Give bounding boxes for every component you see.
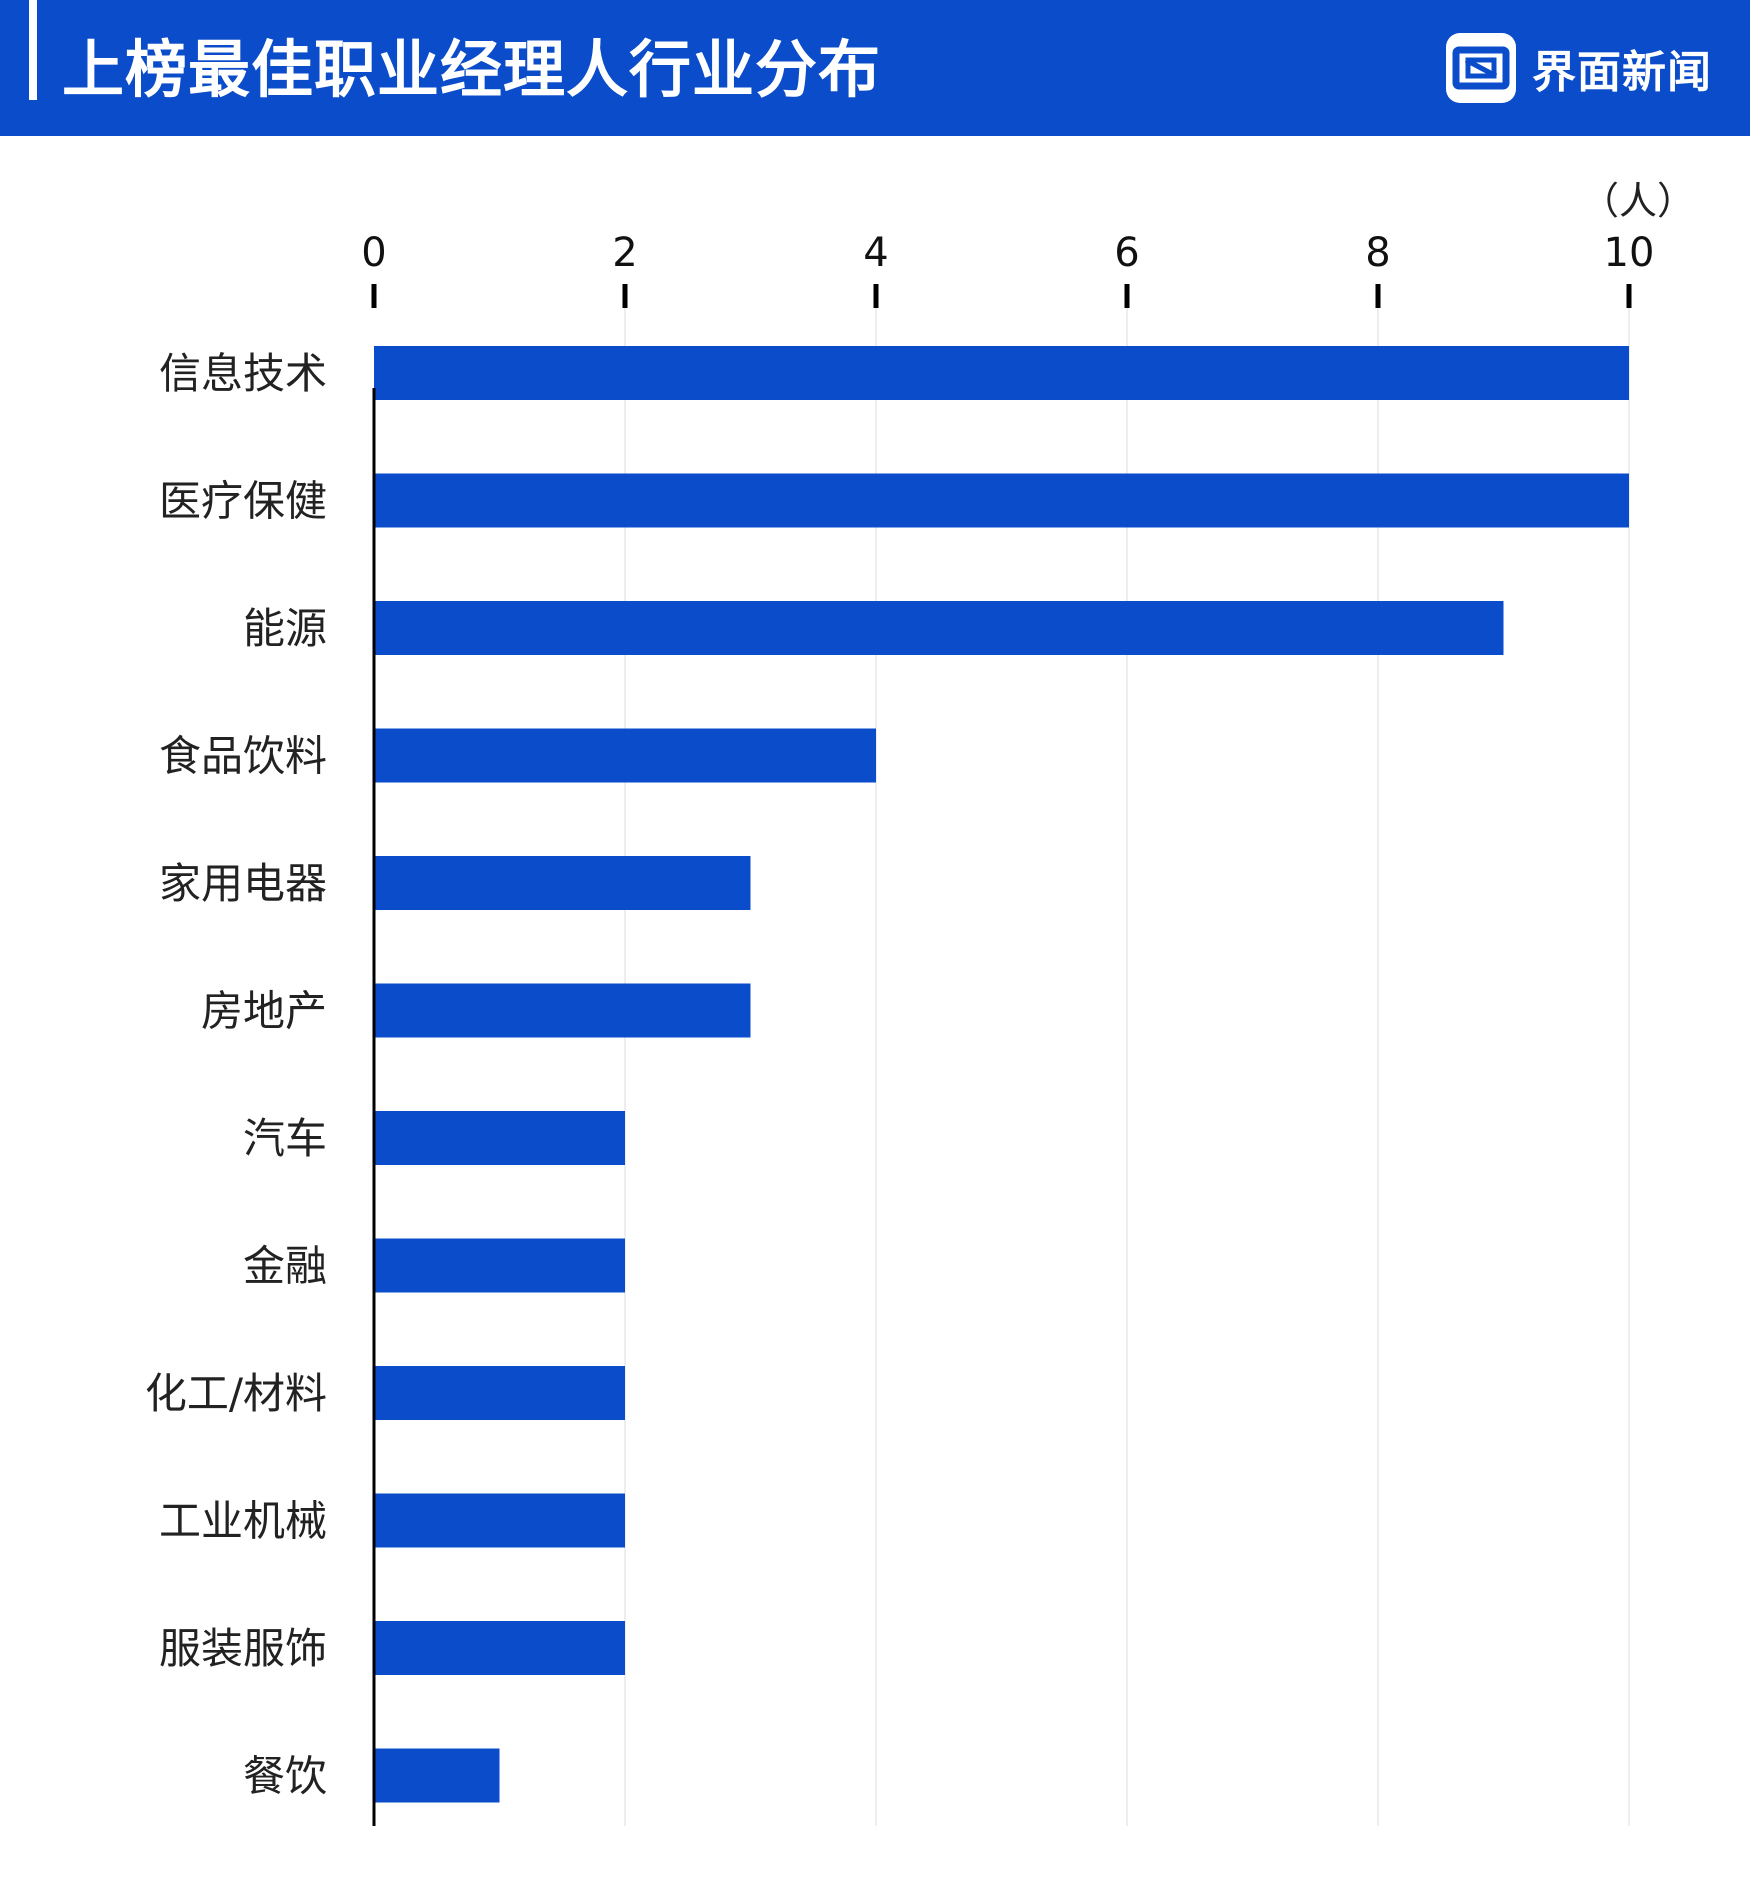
bar <box>374 1366 625 1420</box>
grid-lines <box>624 286 1630 1826</box>
category-label: 服装服饰 <box>159 1624 327 1673</box>
bar <box>374 1493 625 1548</box>
category-label: 家用电器 <box>159 859 327 908</box>
header-accent-bar <box>29 0 37 100</box>
bar <box>374 1748 500 1803</box>
brand: 界面新闻 <box>1446 32 1712 104</box>
category-label: 汽车 <box>243 1114 327 1163</box>
category-label: 食品饮料 <box>159 732 327 781</box>
category-label: 金融 <box>243 1242 327 1291</box>
bar <box>374 856 751 910</box>
category-label: 化工/材料 <box>145 1369 327 1418</box>
category-label: 工业机械 <box>159 1497 327 1546</box>
category-label: 信息技术 <box>159 349 327 398</box>
bar-chart-svg: 0 2 4 6 8 10 信息技术医疗保健能源食品饮料家用电器房地产汽车金融化工/材料工业… <box>145 179 1695 1826</box>
category-label: 能源 <box>243 604 327 653</box>
category-label: 房地产 <box>201 987 327 1036</box>
category-label: 餐饮 <box>243 1752 327 1801</box>
bar <box>374 1238 625 1293</box>
brand-logo-icon <box>1446 33 1516 103</box>
bar <box>374 728 876 783</box>
x-tick-label: 10 <box>1604 230 1655 276</box>
x-tick-label: 4 <box>863 230 888 276</box>
bar <box>374 601 1504 655</box>
bar <box>374 346 1629 400</box>
brand-name: 界面新闻 <box>1532 47 1712 98</box>
bar <box>374 983 751 1038</box>
bars <box>374 346 1629 1803</box>
x-tick-label: 2 <box>612 230 637 276</box>
x-tick-label: 8 <box>1365 230 1390 276</box>
bar-chart: 0 2 4 6 8 10 信息技术医疗保健能源食品饮料家用电器房地产汽车金融化工/材料工业… <box>0 136 1750 1899</box>
bar <box>374 1621 625 1675</box>
bar <box>374 1111 625 1165</box>
header-bar: 上榜最佳职业经理人行业分布 界面新闻 <box>0 0 1750 136</box>
page-title: 上榜最佳职业经理人行业分布 <box>62 33 882 106</box>
unit-label: （人） <box>1581 179 1695 223</box>
category-label: 医疗保健 <box>159 477 327 526</box>
x-tick-label: 0 <box>361 230 386 276</box>
bar <box>374 473 1629 528</box>
x-tick-label: 6 <box>1114 230 1139 276</box>
x-axis-ticks: 0 2 4 6 8 10 <box>361 230 1654 308</box>
